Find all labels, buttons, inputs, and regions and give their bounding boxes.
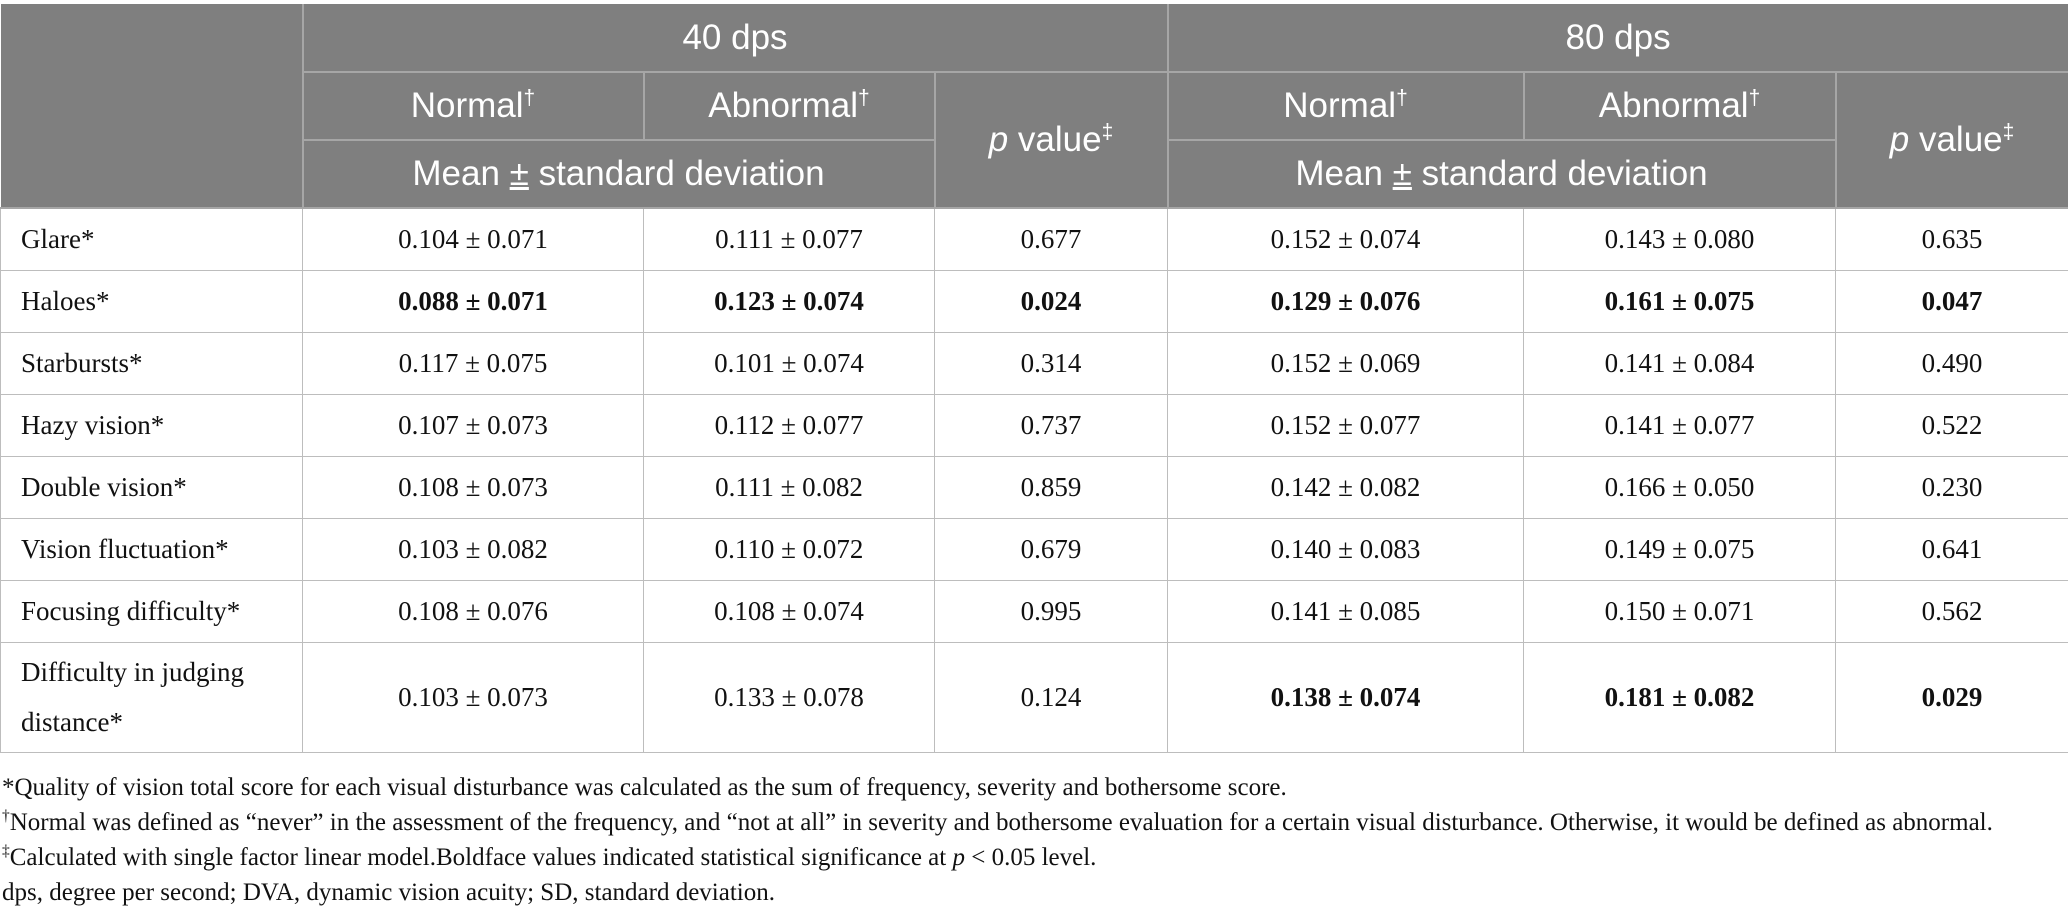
- cell-abnormal-40: 0.111 ± 0.077: [643, 207, 935, 271]
- cell-abnormal-40: 0.108 ± 0.074: [643, 579, 935, 643]
- header-normal-80: Normal†: [1166, 71, 1525, 141]
- cell-p-80: 0.029: [1835, 641, 2068, 753]
- cell-normal-40: 0.088 ± 0.071: [302, 269, 644, 333]
- table-row: Vision fluctuation* 0.103 ± 0.082 0.110 …: [0, 517, 2068, 581]
- cell-p-40: 0.024: [933, 269, 1169, 333]
- cell-p-80: 0.230: [1835, 455, 2068, 519]
- cell-p-80: 0.641: [1835, 517, 2068, 581]
- cell-normal-40: 0.107 ± 0.073: [302, 393, 644, 457]
- header-p-value-80: p value‡: [1834, 71, 2068, 209]
- header-p-value-40: p value‡: [933, 71, 1169, 209]
- cell-p-80: 0.522: [1835, 393, 2068, 457]
- cell-normal-80: 0.152 ± 0.077: [1167, 393, 1525, 457]
- row-label: Difficulty in judging distance*: [0, 641, 303, 753]
- cell-abnormal-80: 0.181 ± 0.082: [1523, 641, 1837, 753]
- table-row: Hazy vision* 0.107 ± 0.073 0.112 ± 0.077…: [0, 393, 2068, 457]
- cell-abnormal-40: 0.123 ± 0.074: [643, 269, 935, 333]
- cell-abnormal-80: 0.149 ± 0.075: [1523, 517, 1837, 581]
- row-label: Hazy vision*: [0, 393, 303, 457]
- cell-abnormal-80: 0.161 ± 0.075: [1523, 269, 1837, 333]
- cell-normal-80: 0.129 ± 0.076: [1167, 269, 1525, 333]
- table-row: Difficulty in judging distance* 0.103 ± 0…: [0, 641, 2068, 753]
- cell-p-40: 0.737: [933, 393, 1169, 457]
- cell-normal-80: 0.140 ± 0.083: [1167, 517, 1525, 581]
- cell-abnormal-80: 0.141 ± 0.084: [1523, 331, 1837, 395]
- footnote-double-dagger: ‡Calculated with single factor linear mo…: [2, 842, 1097, 871]
- cell-p-40: 0.859: [933, 455, 1169, 519]
- header-row-status: Normal† Abnormal† p value‡ Normal† Abnor…: [1, 71, 2068, 209]
- results-table: 40 dps 80 dps Normal† Abnormal† p value‡…: [0, 4, 2068, 753]
- row-label: Vision fluctuation*: [0, 517, 303, 581]
- cell-abnormal-80: 0.150 ± 0.071: [1523, 579, 1837, 643]
- cell-abnormal-40: 0.111 ± 0.082: [643, 455, 935, 519]
- row-label: Starbursts*: [0, 331, 303, 395]
- cell-normal-40: 0.103 ± 0.082: [302, 517, 644, 581]
- cell-normal-80: 0.152 ± 0.074: [1167, 207, 1525, 271]
- cell-abnormal-80: 0.141 ± 0.077: [1523, 393, 1837, 457]
- footnote-dagger: †Normal was defined as “never” in the as…: [2, 807, 1993, 836]
- cell-p-40: 0.314: [933, 331, 1169, 395]
- table-row: Starbursts* 0.117 ± 0.075 0.101 ± 0.074 …: [0, 331, 2068, 395]
- row-label: Glare*: [0, 207, 303, 271]
- table-row: Glare* 0.104 ± 0.071 0.111 ± 0.077 0.677…: [0, 207, 2068, 271]
- footnote-star: *Quality of vision total score for each …: [2, 774, 1287, 801]
- cell-normal-40: 0.117 ± 0.075: [302, 331, 644, 395]
- table-header: 40 dps 80 dps Normal† Abnormal† p value‡…: [0, 4, 2068, 209]
- row-label: Focusing difficulty*: [0, 579, 303, 643]
- cell-normal-40: 0.103 ± 0.073: [302, 641, 644, 753]
- cell-p-80: 0.635: [1835, 207, 2068, 271]
- row-label: Double vision*: [0, 455, 303, 519]
- cell-abnormal-40: 0.133 ± 0.078: [643, 641, 935, 753]
- header-abnormal-40: Abnormal†: [642, 71, 936, 141]
- header-mean-sd-40: Mean ± standard deviation: [301, 139, 936, 209]
- header-abnormal-80: Abnormal†: [1522, 71, 1837, 141]
- cell-p-80: 0.562: [1835, 579, 2068, 643]
- cell-abnormal-80: 0.143 ± 0.080: [1523, 207, 1837, 271]
- cell-abnormal-40: 0.110 ± 0.072: [643, 517, 935, 581]
- cell-p-40: 0.679: [933, 517, 1169, 581]
- cell-normal-80: 0.142 ± 0.082: [1167, 455, 1525, 519]
- cell-normal-80: 0.152 ± 0.069: [1167, 331, 1525, 395]
- header-normal-40: Normal†: [301, 71, 645, 141]
- cell-normal-40: 0.108 ± 0.073: [302, 455, 644, 519]
- header-blank-cell: [0, 4, 304, 209]
- cell-p-80: 0.047: [1835, 269, 2068, 333]
- cell-abnormal-80: 0.166 ± 0.050: [1523, 455, 1837, 519]
- footnote-abbreviations: dps, degree per second; DVA, dynamic vis…: [2, 879, 775, 906]
- cell-abnormal-40: 0.112 ± 0.077: [643, 393, 935, 457]
- row-label: Haloes*: [0, 269, 303, 333]
- cell-p-40: 0.995: [933, 579, 1169, 643]
- table-row: Double vision* 0.108 ± 0.073 0.111 ± 0.0…: [0, 455, 2068, 519]
- cell-p-80: 0.490: [1835, 331, 2068, 395]
- cell-normal-40: 0.108 ± 0.076: [302, 579, 644, 643]
- header-mean-sd-80: Mean ± standard deviation: [1166, 139, 1837, 209]
- cell-p-40: 0.677: [933, 207, 1169, 271]
- cell-normal-80: 0.141 ± 0.085: [1167, 579, 1525, 643]
- header-row-groups: 40 dps 80 dps: [0, 4, 2068, 209]
- header-row-mean-sd: Mean ± standard deviation Mean ± standar…: [1, 139, 2068, 209]
- table-row: Focusing difficulty* 0.108 ± 0.076 0.108…: [0, 579, 2068, 643]
- cell-p-40: 0.124: [933, 641, 1169, 753]
- cell-normal-80: 0.138 ± 0.074: [1167, 641, 1525, 753]
- header-group-80: 80 dps: [1166, 4, 2068, 73]
- table-body: Glare* 0.104 ± 0.071 0.111 ± 0.077 0.677…: [0, 207, 2068, 753]
- cell-abnormal-40: 0.101 ± 0.074: [643, 331, 935, 395]
- footnotes: *Quality of vision total score for each …: [0, 770, 2068, 910]
- table-row: Haloes* 0.088 ± 0.071 0.123 ± 0.074 0.02…: [0, 269, 2068, 333]
- header-group-40: 40 dps: [301, 4, 1169, 73]
- cell-normal-40: 0.104 ± 0.071: [302, 207, 644, 271]
